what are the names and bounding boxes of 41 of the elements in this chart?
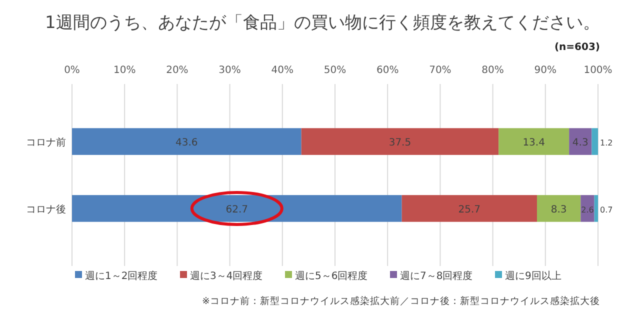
bar [72,195,402,222]
legend-label: 週に1～2回程度 [85,270,158,282]
data-label: 37.5 [388,138,412,149]
data-label: 1.2 [600,138,613,148]
data-label: 8.3 [550,204,567,216]
x-tick-label: 0% [64,65,80,76]
chart-title: 1週間のうち、あなたが「食品」の買い物に行く頻度を教えてください。 [45,13,600,33]
x-tick-label: 20% [166,65,188,76]
legend-label: 週に5～6回程度 [295,270,368,282]
x-tick-label: 50% [324,65,346,76]
text: ※コロナ前：新型コロナウイルス感染拡大前／コロナ後：新型コロナウイルス感染拡大後 [202,295,600,307]
x-tick-label: 60% [376,65,399,76]
data-label: 2.6 [581,205,594,214]
x-tick-label: 30% [218,65,241,76]
x-tick-label: 10% [113,65,136,76]
bar [72,128,302,155]
text: (n=603) [554,42,600,53]
data-label: 4.3 [572,138,588,149]
x-tick-label: 80% [482,65,504,76]
data-label: 13.4 [522,138,545,149]
x-tick-label: 90% [534,65,557,76]
data-label: 25.7 [458,204,481,216]
legend-label: 週に3～4回程度 [190,270,263,282]
x-tick-label: 100% [584,65,612,76]
bar [594,195,598,222]
bar [569,128,592,155]
data-label: 62.7 [226,204,248,216]
x-tick-label: 70% [429,65,452,76]
legend-label: 週に9回以上 [505,270,562,282]
y-tick-label: コロナ後 [26,203,66,216]
bar [301,128,499,155]
bar [580,195,594,222]
x-tick-label: 40% [271,65,294,76]
bar [498,128,570,155]
bar [402,195,537,222]
data-label: 0.7 [600,205,613,214]
data-label: 43.6 [176,138,198,149]
bar [536,195,581,222]
legend-label: 週に7～8回程度 [400,270,473,282]
bar [592,128,598,155]
y-tick-label: コロナ前 [26,136,66,149]
